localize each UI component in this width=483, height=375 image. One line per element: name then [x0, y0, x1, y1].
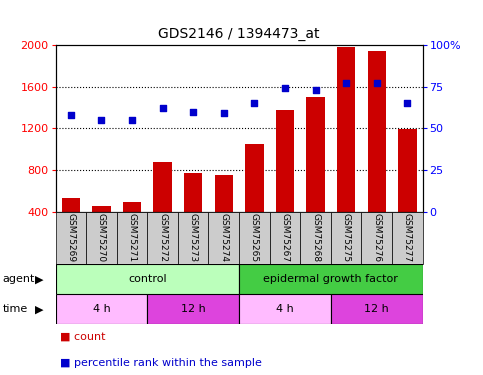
Point [251, 100, 258, 106]
Bar [245, 144, 264, 212]
Bar [306, 97, 325, 212]
Text: GSM75267: GSM75267 [281, 213, 289, 262]
Bar [214, 176, 233, 212]
Bar [368, 51, 386, 212]
Point [128, 117, 136, 123]
Point [67, 112, 75, 118]
Bar [209, 212, 239, 264]
Bar [331, 294, 423, 324]
Text: agent: agent [2, 274, 35, 284]
Text: epidermal growth factor: epidermal growth factor [263, 274, 398, 284]
Bar [147, 212, 178, 264]
Bar [147, 294, 239, 324]
Bar [56, 212, 86, 264]
Bar [56, 294, 147, 324]
Bar [300, 212, 331, 264]
Bar [154, 162, 172, 212]
Text: GSM75275: GSM75275 [341, 213, 351, 262]
Bar [117, 212, 147, 264]
Point [159, 105, 167, 111]
Text: 4 h: 4 h [276, 304, 294, 314]
Bar [184, 173, 202, 212]
Text: GSM75273: GSM75273 [189, 213, 198, 262]
Text: GSM75276: GSM75276 [372, 213, 381, 262]
Bar [337, 47, 355, 212]
Bar [86, 212, 117, 264]
Text: 12 h: 12 h [181, 304, 206, 314]
Bar [92, 206, 111, 212]
Point [98, 117, 105, 123]
Point [373, 80, 381, 86]
Point [189, 109, 197, 115]
Point [220, 110, 227, 116]
Point [342, 80, 350, 86]
Text: GSM75271: GSM75271 [128, 213, 137, 262]
Bar [239, 212, 270, 264]
Text: GSM75274: GSM75274 [219, 213, 228, 262]
Bar [56, 264, 239, 294]
Text: 12 h: 12 h [364, 304, 389, 314]
Text: GSM75265: GSM75265 [250, 213, 259, 262]
Bar [398, 129, 416, 212]
Text: GSM75277: GSM75277 [403, 213, 412, 262]
Bar [123, 202, 141, 212]
Bar [392, 212, 423, 264]
Text: GSM75272: GSM75272 [158, 213, 167, 262]
Text: ■ count: ■ count [60, 332, 106, 342]
Point [403, 100, 411, 106]
Text: time: time [2, 304, 28, 314]
Text: GSM75269: GSM75269 [66, 213, 75, 262]
Text: ■ percentile rank within the sample: ■ percentile rank within the sample [60, 358, 262, 368]
Bar [239, 294, 331, 324]
Bar [178, 212, 209, 264]
Text: GSM75268: GSM75268 [311, 213, 320, 262]
Bar [361, 212, 392, 264]
Bar [239, 264, 423, 294]
Bar [331, 212, 361, 264]
Bar [62, 198, 80, 212]
Point [312, 87, 319, 93]
Text: GSM75270: GSM75270 [97, 213, 106, 262]
Point [281, 86, 289, 92]
Title: GDS2146 / 1394473_at: GDS2146 / 1394473_at [158, 27, 320, 41]
Text: 4 h: 4 h [93, 304, 110, 314]
Bar [270, 212, 300, 264]
Bar [276, 110, 294, 212]
Text: ▶: ▶ [35, 304, 43, 314]
Text: control: control [128, 274, 167, 284]
Text: ▶: ▶ [35, 274, 43, 284]
